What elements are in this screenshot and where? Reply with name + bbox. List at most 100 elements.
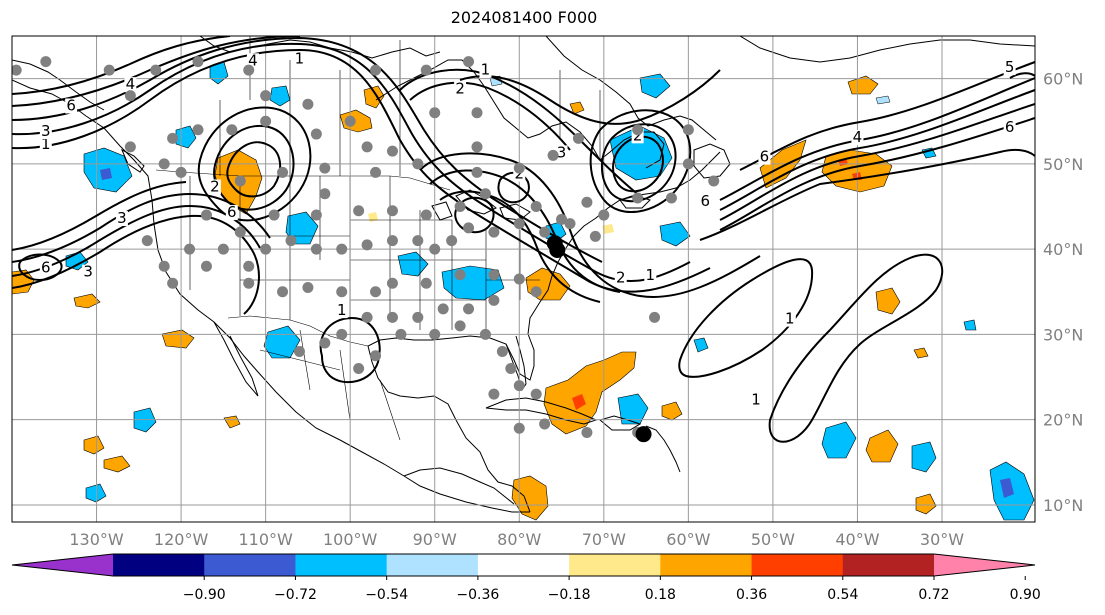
- map-title: 2024081400 F000: [450, 8, 598, 27]
- contour-label: 4: [126, 75, 136, 93]
- station-dot: [429, 107, 441, 119]
- station-dot: [564, 218, 576, 230]
- contour-low-center-2: [213, 124, 295, 211]
- lon-tick-label: 70°W: [582, 530, 626, 549]
- station-dot: [513, 273, 525, 285]
- station-dot: [412, 311, 424, 323]
- station-dot: [572, 132, 584, 144]
- station-dot: [513, 380, 525, 392]
- station-dot: [243, 64, 255, 76]
- station-dot: [488, 388, 500, 400]
- contour-label: 1: [295, 50, 305, 68]
- contour-label-bg: [783, 311, 796, 327]
- contour-label: 2: [455, 79, 465, 97]
- station-dot: [708, 175, 720, 187]
- contour-label-bg: [555, 145, 568, 161]
- station-dot: [513, 162, 525, 174]
- fill-orange: [569, 101, 585, 115]
- station-dot: [150, 64, 162, 76]
- contour-atlantic-jet-3: [719, 103, 1035, 221]
- contour-atlantic-jet-6: [699, 148, 1035, 241]
- contour-label-bg: [124, 77, 137, 93]
- station-dot: [682, 158, 694, 170]
- station-dot: [530, 201, 542, 213]
- colorbar-under-triangle: [12, 554, 113, 576]
- station-dot: [234, 175, 246, 187]
- contour-label: 6: [700, 192, 710, 210]
- fill-deep-sky-blue: [397, 251, 429, 277]
- fill-orange: [339, 109, 373, 133]
- longitude-tick-labels: 130°W 120°W 110°W 100°W 90°W 80°W 70°W 60°W 50°W…: [69, 530, 964, 549]
- station-dot: [200, 260, 212, 272]
- contour-label-bg: [1003, 60, 1016, 76]
- station-dot: [446, 235, 458, 247]
- colorbar-tick-label: 0.54: [827, 587, 858, 603]
- station-dot: [319, 188, 331, 200]
- hurricane-markers: [546, 235, 652, 443]
- station-dot: [530, 388, 542, 400]
- contour-label-bg: [225, 205, 238, 221]
- lon-tick-label: 110°W: [238, 530, 293, 549]
- fill-orange: [511, 475, 549, 521]
- station-dot: [488, 226, 500, 238]
- station-dot: [682, 124, 694, 136]
- contour-low-center: [197, 106, 312, 222]
- colorbar-tick-label: 0.36: [736, 587, 767, 603]
- coastline-baja: [213, 321, 259, 397]
- contour-atlantic-jet-4: [719, 117, 1035, 231]
- station-dot: [158, 158, 170, 170]
- station-dot: [395, 328, 407, 340]
- contour-label: 1: [481, 61, 491, 79]
- contour-label: 3: [117, 209, 127, 227]
- station-dot: [547, 149, 559, 161]
- fill-orange: [915, 493, 937, 515]
- contour-label: 2: [514, 165, 524, 183]
- contour-label: 5: [1005, 58, 1015, 76]
- station-dot: [353, 205, 365, 217]
- fill-royal-blue: [100, 168, 112, 180]
- station-dot: [454, 269, 466, 281]
- coastline-hispaniola: [598, 415, 642, 431]
- station-dot: [412, 235, 424, 247]
- lon-tick-label: 30°W: [920, 530, 964, 549]
- station-dot: [361, 311, 373, 323]
- station-dot: [479, 328, 491, 340]
- fill-deep-sky-blue: [693, 337, 709, 353]
- station-dot: [386, 277, 398, 289]
- station-dot: [192, 56, 204, 68]
- coastline-alaska: [12, 59, 105, 111]
- fill-orange: [847, 75, 879, 95]
- contour-hudson-2: [409, 81, 571, 151]
- contour-label-bg: [208, 179, 221, 195]
- station-dot: [370, 286, 382, 298]
- contour-label: 4: [853, 128, 863, 146]
- station-dot: [336, 243, 348, 255]
- station-dot: [192, 124, 204, 136]
- border-mexico-states: [259, 329, 401, 441]
- colorbar-segment: [569, 554, 661, 576]
- colorbar-tick-label: −0.54: [365, 587, 408, 603]
- station-dot: [556, 213, 568, 225]
- contour-label: 1: [41, 135, 51, 153]
- contour-hudson: [399, 68, 641, 197]
- station-dot: [124, 90, 136, 102]
- station-dot: [158, 260, 170, 272]
- colorbar-segment: [386, 554, 479, 576]
- latitude-tick-labels: 10°N 20°N 30°N 40°N 50°N 60°N: [1043, 70, 1083, 515]
- contour-atlantic-jet-2: [719, 89, 1035, 211]
- colorbar-segment: [842, 554, 935, 576]
- station-dot: [344, 115, 356, 127]
- station-dot: [336, 286, 348, 298]
- colorbar-segment: [295, 554, 388, 576]
- station-dot: [505, 363, 517, 375]
- contour-labrador-c: [612, 135, 664, 193]
- fill-light-yellow: [368, 212, 378, 222]
- contour-label: 1: [337, 301, 347, 319]
- station-dot: [589, 230, 601, 242]
- fill-deep-sky-blue: [639, 73, 671, 99]
- lon-tick-label: 60°W: [666, 530, 710, 549]
- station-dot: [260, 243, 272, 255]
- station-dot: [361, 141, 373, 153]
